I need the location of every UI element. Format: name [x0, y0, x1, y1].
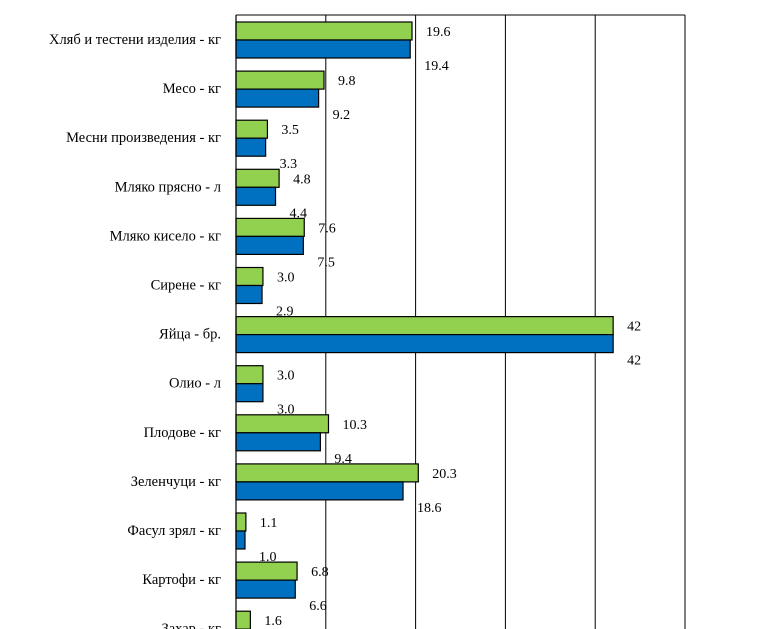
series-blue-bar	[235, 481, 404, 501]
series-green-bar	[235, 70, 325, 90]
category-label: Фасул зрял - кг	[127, 523, 221, 539]
series-blue-value-label: 4.4	[290, 206, 308, 221]
series-green-value-label: 19.6	[426, 25, 451, 40]
series-blue-bar	[235, 383, 264, 403]
series-blue-bar	[235, 530, 246, 550]
category-label: Плодове - кг	[144, 425, 221, 441]
series-blue-value-label: 3.3	[280, 157, 298, 172]
series-blue-bar	[235, 186, 277, 206]
series-green-value-label: 42	[627, 320, 641, 335]
series-blue-value-label: 2.9	[276, 305, 294, 320]
category-label: Месо - кг	[163, 81, 221, 97]
series-blue-bar	[235, 235, 304, 255]
series-green-value-label: 4.8	[293, 172, 311, 187]
series-green-bar	[235, 21, 413, 41]
series-blue-bar	[235, 39, 411, 59]
series-blue-value-label: 1.0	[259, 550, 277, 565]
series-green-bar	[235, 365, 264, 385]
series-blue-value-label: 42	[627, 354, 641, 369]
series-blue-bar	[235, 432, 322, 452]
series-blue-bar	[235, 284, 263, 305]
series-blue-value-label: 9.4	[334, 452, 352, 467]
category-label: Яйца - бр.	[159, 327, 221, 343]
series-green-value-label: 6.8	[311, 565, 329, 580]
series-blue-value-label: 3.0	[277, 403, 295, 418]
series-green-value-label: 3.0	[277, 369, 295, 384]
value-labels: 19.6 19.4 9.8 9.2 3.5 3.34.8 4.4 7.6 7.5 3.0 2.9 42…	[259, 25, 641, 629]
series-blue-value-label: 18.6	[417, 501, 442, 516]
series-blue-bar	[235, 579, 296, 599]
series-blue-bar	[235, 137, 267, 157]
series-green-value-label: 9.8	[338, 74, 356, 89]
category-label: Картофи - кг	[142, 572, 221, 588]
category-label: Мляко прясно - л	[115, 179, 221, 195]
category-label: Месни произведения - кг	[66, 130, 221, 146]
series-green-value-label: 10.3	[342, 418, 367, 433]
category-label: Сирене - кг	[151, 278, 221, 294]
category-labels: Хляб и тестени изделия - кг Месо - кг Месн…	[49, 32, 221, 629]
series-green-bar	[235, 512, 247, 532]
category-label: Хляб и тестени изделия - кг	[49, 32, 221, 48]
series-green-value-label: 7.6	[318, 221, 336, 236]
series-green-bar	[235, 610, 251, 629]
series-green-value-label: 1.1	[260, 516, 278, 531]
series-blue-value-label: 19.4	[424, 59, 449, 74]
series-blue-bar	[235, 88, 320, 108]
series-green-value-label: 20.3	[432, 467, 457, 482]
category-label: Олио - л	[169, 376, 221, 392]
category-label: Зеленчуци - кг	[131, 474, 221, 490]
series-green-bar	[235, 119, 269, 139]
series-blue-value-label: 7.5	[317, 255, 335, 270]
category-label: Захар - кг	[161, 621, 221, 629]
series-blue-value-label: 9.2	[333, 108, 351, 123]
series-green-bar	[235, 266, 264, 287]
bars	[235, 21, 614, 629]
series-green-value-label: 3.0	[277, 271, 295, 286]
category-label: Мляко кисело - кг	[110, 228, 221, 244]
series-green-bar	[235, 168, 280, 188]
series-blue-value-label: 6.6	[309, 599, 327, 614]
series-blue-bar	[235, 334, 614, 354]
series-green-value-label: 3.5	[281, 123, 299, 138]
series-green-bar	[235, 463, 419, 483]
series-green-value-label: 1.6	[264, 614, 282, 629]
